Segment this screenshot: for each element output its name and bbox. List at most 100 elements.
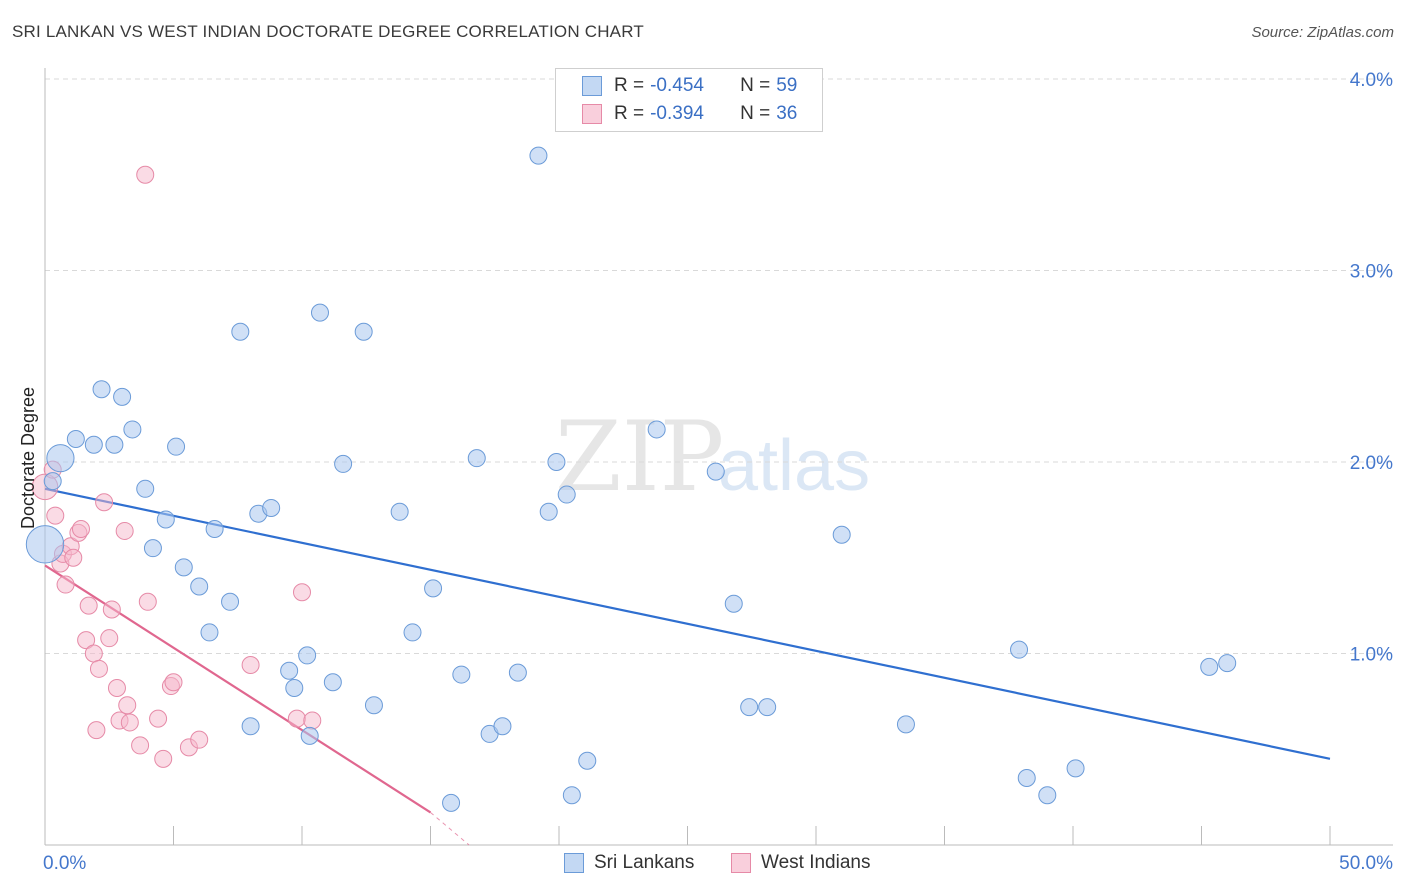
- sri-lankans-point: [232, 323, 249, 340]
- west-indians-point: [294, 584, 311, 601]
- sri-lankans-point: [648, 421, 665, 438]
- west-indians-point: [242, 656, 259, 673]
- sri-lankans-point: [335, 455, 352, 472]
- legend-n-label: N =: [740, 75, 770, 97]
- west-indians-point: [119, 697, 136, 714]
- west-indians-point: [165, 674, 182, 691]
- legend-n-value: 36: [776, 103, 797, 125]
- legend-r-label: R =: [614, 75, 644, 97]
- sri-lankans-point: [137, 480, 154, 497]
- sri-lankans-point: [404, 624, 421, 641]
- series-swatch-pink: [731, 853, 751, 873]
- scatter-plot: ZIP atlas 1.0%2.0%3.0%4.0% 0.0% 50.0% Doc…: [0, 0, 1406, 892]
- sri-lankans-point: [391, 503, 408, 520]
- sri-lankans-point: [897, 716, 914, 733]
- sri-lankans-point: [222, 593, 239, 610]
- sri-lankans-point: [563, 787, 580, 804]
- sri-lankans-point: [175, 559, 192, 576]
- sri-lankans-point: [725, 595, 742, 612]
- sri-lankans-point: [157, 511, 174, 528]
- sri-lankans-point: [44, 473, 61, 490]
- y-tick-labels: 1.0% 2.0% 3.0% 4.0%: [1350, 70, 1393, 666]
- sri-lankans-point: [201, 624, 218, 641]
- sri-lankans-point: [509, 664, 526, 681]
- west-indians-point: [137, 166, 154, 183]
- y-tick-label: 1.0%: [1350, 645, 1393, 666]
- west-indians-point: [72, 521, 89, 538]
- watermark-atlas: atlas: [718, 426, 870, 506]
- legend-row-sri-lankans: R = -0.454 N = 59: [556, 73, 797, 99]
- sri-lankans-point: [558, 486, 575, 503]
- sri-lankans-trendline: [45, 489, 1330, 759]
- sri-lankans-point: [1219, 655, 1236, 672]
- sri-lankans-point: [1018, 769, 1035, 786]
- west-indians-point: [47, 507, 64, 524]
- sri-lankans-point: [124, 421, 141, 438]
- west-indians-point: [57, 576, 74, 593]
- west-indians-point: [96, 494, 113, 511]
- legend-r-label: R =: [614, 103, 644, 125]
- west-indians-point: [288, 710, 305, 727]
- west-indians-point: [150, 710, 167, 727]
- sri-lankans-point: [114, 388, 131, 405]
- legend-swatch-pink: [582, 104, 602, 124]
- y-axis-label: Doctorate Degree: [18, 387, 38, 529]
- legend-n-value: 59: [776, 75, 797, 97]
- sri-lankans-point: [1011, 641, 1028, 658]
- series-legend: Sri Lankans West Indians: [0, 852, 1406, 878]
- west-indians-trendline-extension: [431, 812, 470, 845]
- west-indians-point: [88, 722, 105, 739]
- sri-lankans-point: [242, 718, 259, 735]
- y-tick-label: 2.0%: [1350, 453, 1393, 474]
- sri-lankans-point: [494, 718, 511, 735]
- series-label: Sri Lankans: [594, 852, 694, 874]
- sri-lankans-point: [206, 521, 223, 538]
- sri-lankans-point: [759, 699, 776, 716]
- west-indians-point: [90, 660, 107, 677]
- west-indians-point: [85, 645, 102, 662]
- legend-r-value: -0.394: [650, 103, 728, 125]
- series-legend-sri-lankans[interactable]: Sri Lankans: [564, 852, 694, 874]
- sri-lankans-point: [355, 323, 372, 340]
- west-indians-point: [108, 679, 125, 696]
- sri-lankans-point: [144, 540, 161, 557]
- west-indians-point: [155, 750, 172, 767]
- watermark: ZIP atlas: [555, 401, 870, 513]
- sri-lankans-point: [299, 647, 316, 664]
- west-indians-point: [304, 712, 321, 729]
- legend-swatch-blue: [582, 76, 602, 96]
- west-indians-point: [101, 630, 118, 647]
- sri-lankans-point: [26, 526, 63, 563]
- series-legend-west-indians[interactable]: West Indians: [731, 852, 870, 874]
- west-indians-point: [80, 597, 97, 614]
- trendlines: [45, 489, 1330, 845]
- sri-lankans-point: [365, 697, 382, 714]
- sri-lankans-point: [286, 679, 303, 696]
- sri-lankans-point: [1067, 760, 1084, 777]
- y-tick-label: 3.0%: [1350, 262, 1393, 283]
- sri-lankans-point: [85, 436, 102, 453]
- sri-lankans-point: [1201, 658, 1218, 675]
- legend-n-label: N =: [740, 103, 770, 125]
- sri-lankans-point: [67, 431, 84, 448]
- west-indians-points: [32, 166, 321, 767]
- series-swatch-blue: [564, 853, 584, 873]
- gridlines: [45, 79, 1393, 654]
- west-indians-point: [191, 731, 208, 748]
- legend-row-west-indians: R = -0.394 N = 36: [556, 101, 797, 127]
- sri-lankans-point: [191, 578, 208, 595]
- sri-lankans-point: [579, 752, 596, 769]
- west-indians-point: [139, 593, 156, 610]
- sri-lankans-point: [548, 454, 565, 471]
- sri-lankans-point: [425, 580, 442, 597]
- sri-lankans-point: [833, 526, 850, 543]
- sri-lankans-point: [443, 794, 460, 811]
- sri-lankans-point: [540, 503, 557, 520]
- legend-r-value: -0.454: [650, 75, 728, 97]
- sri-lankans-point: [93, 381, 110, 398]
- correlation-legend: R = -0.454 N = 59 R = -0.394 N = 36: [555, 68, 823, 132]
- west-indians-point: [121, 714, 138, 731]
- series-label: West Indians: [761, 852, 870, 874]
- sri-lankans-point: [311, 304, 328, 321]
- sri-lankans-point: [453, 666, 470, 683]
